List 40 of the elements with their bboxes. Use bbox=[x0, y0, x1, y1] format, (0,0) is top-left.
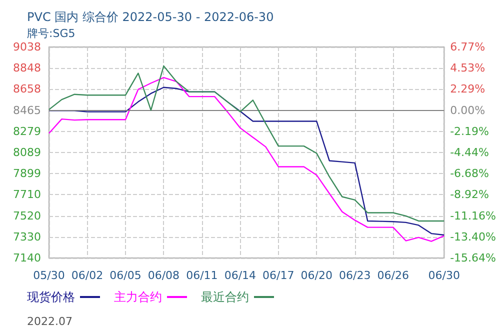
y-tick-label: 8465 bbox=[13, 104, 41, 118]
y2-tick-label: 0.00% bbox=[450, 104, 486, 118]
y-tick-label: 8848 bbox=[13, 62, 41, 75]
x-tick-label: 06/05 bbox=[110, 269, 142, 282]
legend-label: 现货价格 bbox=[27, 290, 75, 304]
y2-tick-label: -11.16% bbox=[450, 209, 496, 222]
y2-tick-label: 2.29% bbox=[450, 82, 486, 96]
y2-tick-label: -15.64% bbox=[450, 252, 496, 264]
x-tick-label: 06/17 bbox=[262, 269, 294, 282]
y2-tick-label: -4.44% bbox=[450, 146, 490, 160]
x-tick-label: 06/30 bbox=[428, 269, 460, 282]
x-tick-label: 06/20 bbox=[300, 269, 332, 282]
y2-tick-label: -13.40% bbox=[450, 230, 496, 244]
y-tick-label: 8658 bbox=[13, 82, 41, 96]
y-tick-label: 7140 bbox=[13, 252, 41, 264]
text: 2022.07 bbox=[27, 315, 72, 328]
chart-subtitle: 牌号:SG5 bbox=[27, 27, 76, 40]
legend-label: 主力合约 bbox=[114, 290, 162, 304]
y-tick-label: 9038 bbox=[13, 40, 41, 54]
legend-label: 最近合约 bbox=[201, 290, 249, 304]
y-tick-label: 7899 bbox=[13, 167, 41, 180]
x-tick-label: 05/30 bbox=[33, 269, 65, 282]
y2-tick-label: -2.19% bbox=[450, 124, 490, 138]
y-tick-label: 7710 bbox=[13, 188, 41, 202]
x-tick-label: 06/11 bbox=[186, 269, 218, 282]
x-tick-label: 06/23 bbox=[339, 269, 371, 282]
line-series bbox=[48, 65, 445, 222]
x-tick-label: 06/26 bbox=[377, 269, 409, 282]
y2-tick-label: 6.77% bbox=[450, 40, 486, 54]
x-tick-label: 06/02 bbox=[71, 269, 104, 282]
y-tick-label: 7330 bbox=[13, 230, 41, 244]
x-tick-label: 06/14 bbox=[224, 269, 256, 282]
y2-tick-label: 4.53% bbox=[450, 62, 486, 75]
y2-tick-label: -8.92% bbox=[450, 188, 490, 202]
y-tick-label: 7520 bbox=[13, 209, 41, 222]
chart-title: PVC 国内 综合价 2022-05-30 - 2022-06-30 bbox=[27, 10, 274, 24]
y-tick-label: 8089 bbox=[13, 146, 41, 159]
x-tick-label: 06/08 bbox=[148, 269, 180, 282]
y2-tick-label: -6.68% bbox=[450, 167, 490, 180]
y-tick-label: 8279 bbox=[13, 124, 41, 138]
